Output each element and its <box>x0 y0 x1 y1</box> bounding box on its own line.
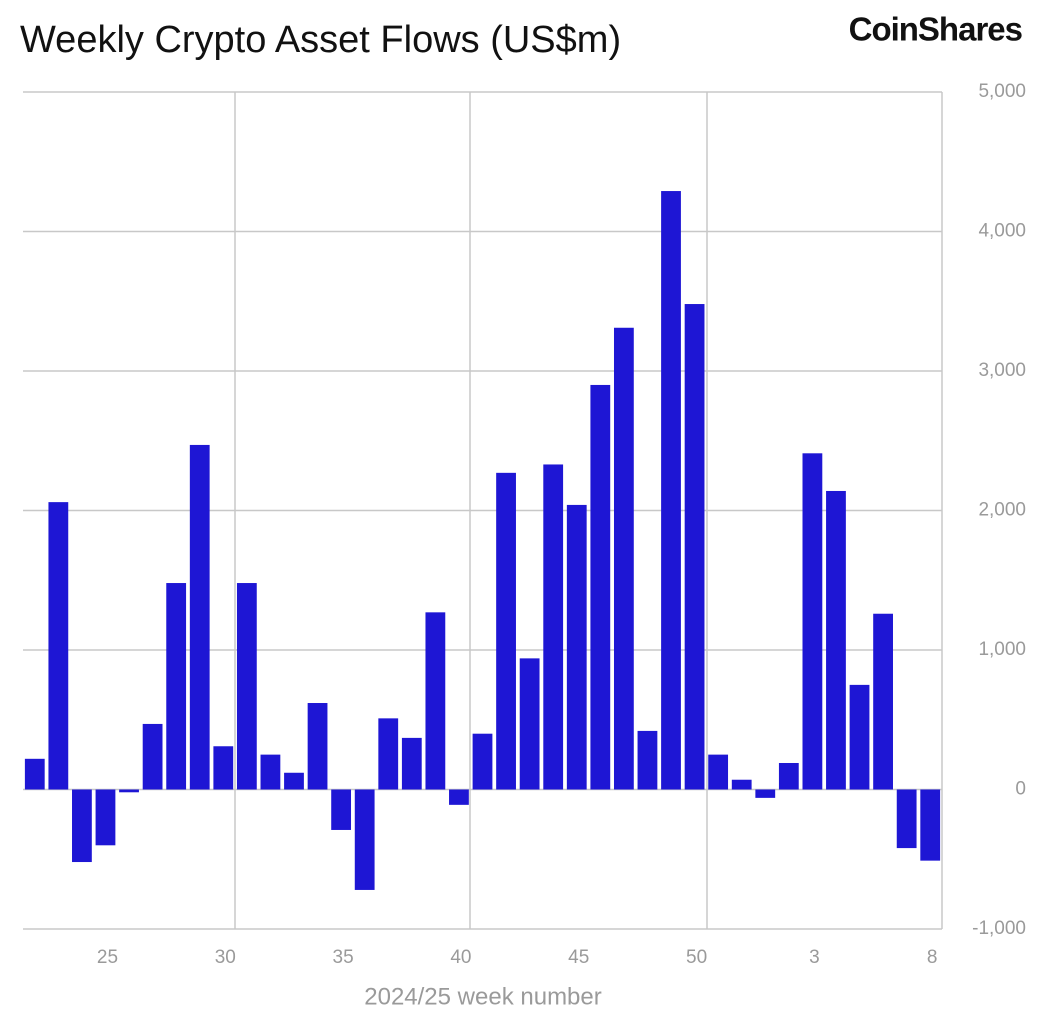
x-tick-label: 30 <box>215 947 236 968</box>
x-tick-label: 3 <box>809 947 820 968</box>
bar <box>731 779 752 790</box>
bar <box>48 502 69 790</box>
chart-title: Weekly Crypto Asset Flows (US$m) <box>20 19 621 61</box>
bar <box>142 723 163 790</box>
bar <box>661 191 681 790</box>
bar <box>354 789 375 890</box>
bar <box>778 762 799 790</box>
brand-logo: CoinShares <box>849 11 1022 48</box>
bar <box>331 789 352 830</box>
x-tick-label: 8 <box>927 947 938 968</box>
bar <box>613 327 634 790</box>
y-tick-label: 4,000 <box>978 221 1026 242</box>
bar <box>24 758 45 790</box>
bar <box>72 789 92 863</box>
bar <box>755 789 776 798</box>
y-tick-label: 1,000 <box>978 639 1026 660</box>
bar <box>307 703 328 790</box>
bar <box>213 746 234 790</box>
bar <box>708 754 729 790</box>
y-tick-label: 5,000 <box>978 81 1026 102</box>
x-tick-label: 35 <box>333 947 354 968</box>
x-tick-label: 25 <box>97 947 118 968</box>
bar <box>519 658 540 790</box>
bar <box>826 490 846 790</box>
bar <box>849 684 870 790</box>
bar <box>590 384 611 790</box>
bar <box>449 789 469 805</box>
y-tick-label: -1,000 <box>972 918 1026 939</box>
bar <box>637 730 658 790</box>
bar <box>920 789 941 861</box>
x-tick-label: 50 <box>686 947 707 968</box>
x-tick-label: 45 <box>568 947 589 968</box>
bar <box>284 772 304 790</box>
bar <box>802 453 823 790</box>
bar <box>166 583 187 790</box>
y-tick-label: 0 <box>1015 779 1026 800</box>
bar <box>543 464 564 790</box>
bar <box>119 789 139 793</box>
x-axis-title: 2024/25 week number <box>364 983 602 1010</box>
bar <box>378 718 399 790</box>
bar <box>95 789 116 846</box>
bar <box>189 444 210 790</box>
bar <box>684 304 705 790</box>
bar <box>873 613 893 790</box>
bar <box>496 472 516 790</box>
y-tick-label: 3,000 <box>978 360 1026 381</box>
x-tick-label: 40 <box>450 947 471 968</box>
bar <box>425 612 446 790</box>
bar <box>896 789 917 849</box>
bar <box>472 733 493 790</box>
bar <box>401 737 422 790</box>
y-tick-label: 2,000 <box>978 500 1026 521</box>
bar <box>260 754 281 790</box>
bar <box>236 583 257 790</box>
bar <box>566 504 587 790</box>
